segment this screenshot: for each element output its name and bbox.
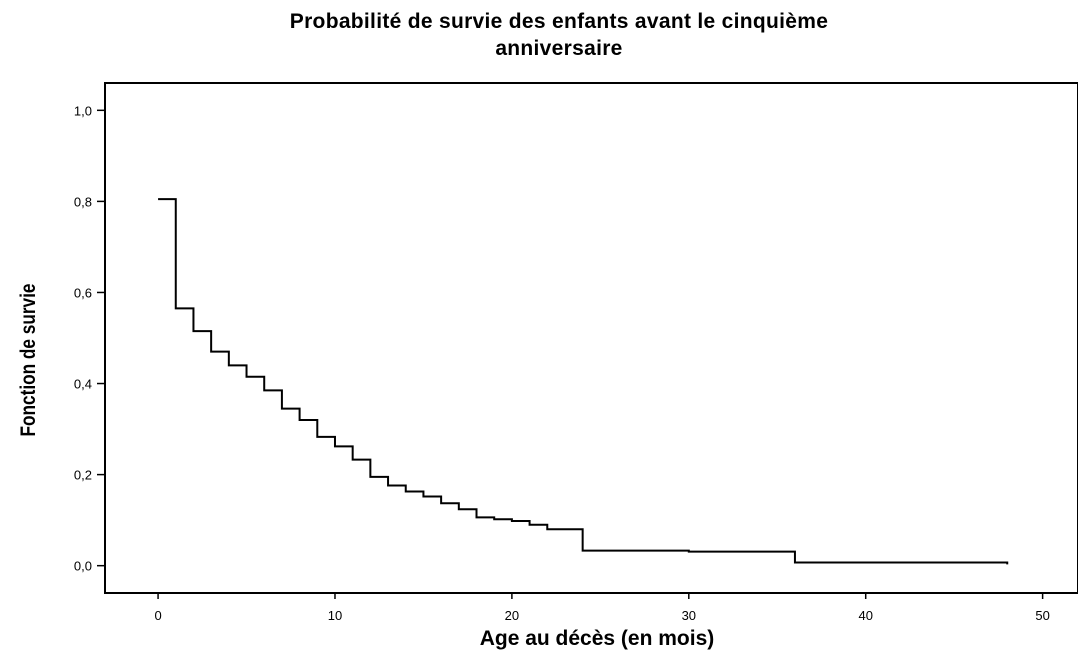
- y-tick-label: 0,8: [74, 194, 92, 209]
- y-tick-label: 0,6: [74, 285, 92, 300]
- chart-title: Probabilité de survie des enfants avant …: [0, 8, 1078, 62]
- chart-title-line-1: Probabilité de survie des enfants avant …: [289, 10, 829, 33]
- y-tick-label: 0,0: [74, 559, 92, 574]
- chart-title-line-2: anniversaire: [495, 37, 623, 60]
- y-axis-title: Fonction de survie: [18, 283, 41, 436]
- x-tick-label: 0: [154, 608, 161, 623]
- x-tick-label: 20: [505, 608, 519, 623]
- x-axis: 0 10 20 30 40 50: [154, 593, 1050, 623]
- x-axis-title: Age au décès (en mois): [480, 627, 715, 650]
- x-tick-label: 40: [858, 608, 872, 623]
- x-tick-label: 10: [328, 608, 342, 623]
- x-tick-label: 30: [682, 608, 696, 623]
- x-tick-label: 50: [1035, 608, 1049, 623]
- survival-curve: [158, 198, 1009, 565]
- y-axis: 0,0 0,2 0,4 0,6 0,8 1,0: [74, 103, 105, 574]
- y-tick-label: 0,2: [74, 468, 92, 483]
- y-tick-label: 0,4: [74, 377, 92, 392]
- y-tick-label: 1,0: [74, 103, 92, 118]
- plot-frame: [104, 82, 1078, 594]
